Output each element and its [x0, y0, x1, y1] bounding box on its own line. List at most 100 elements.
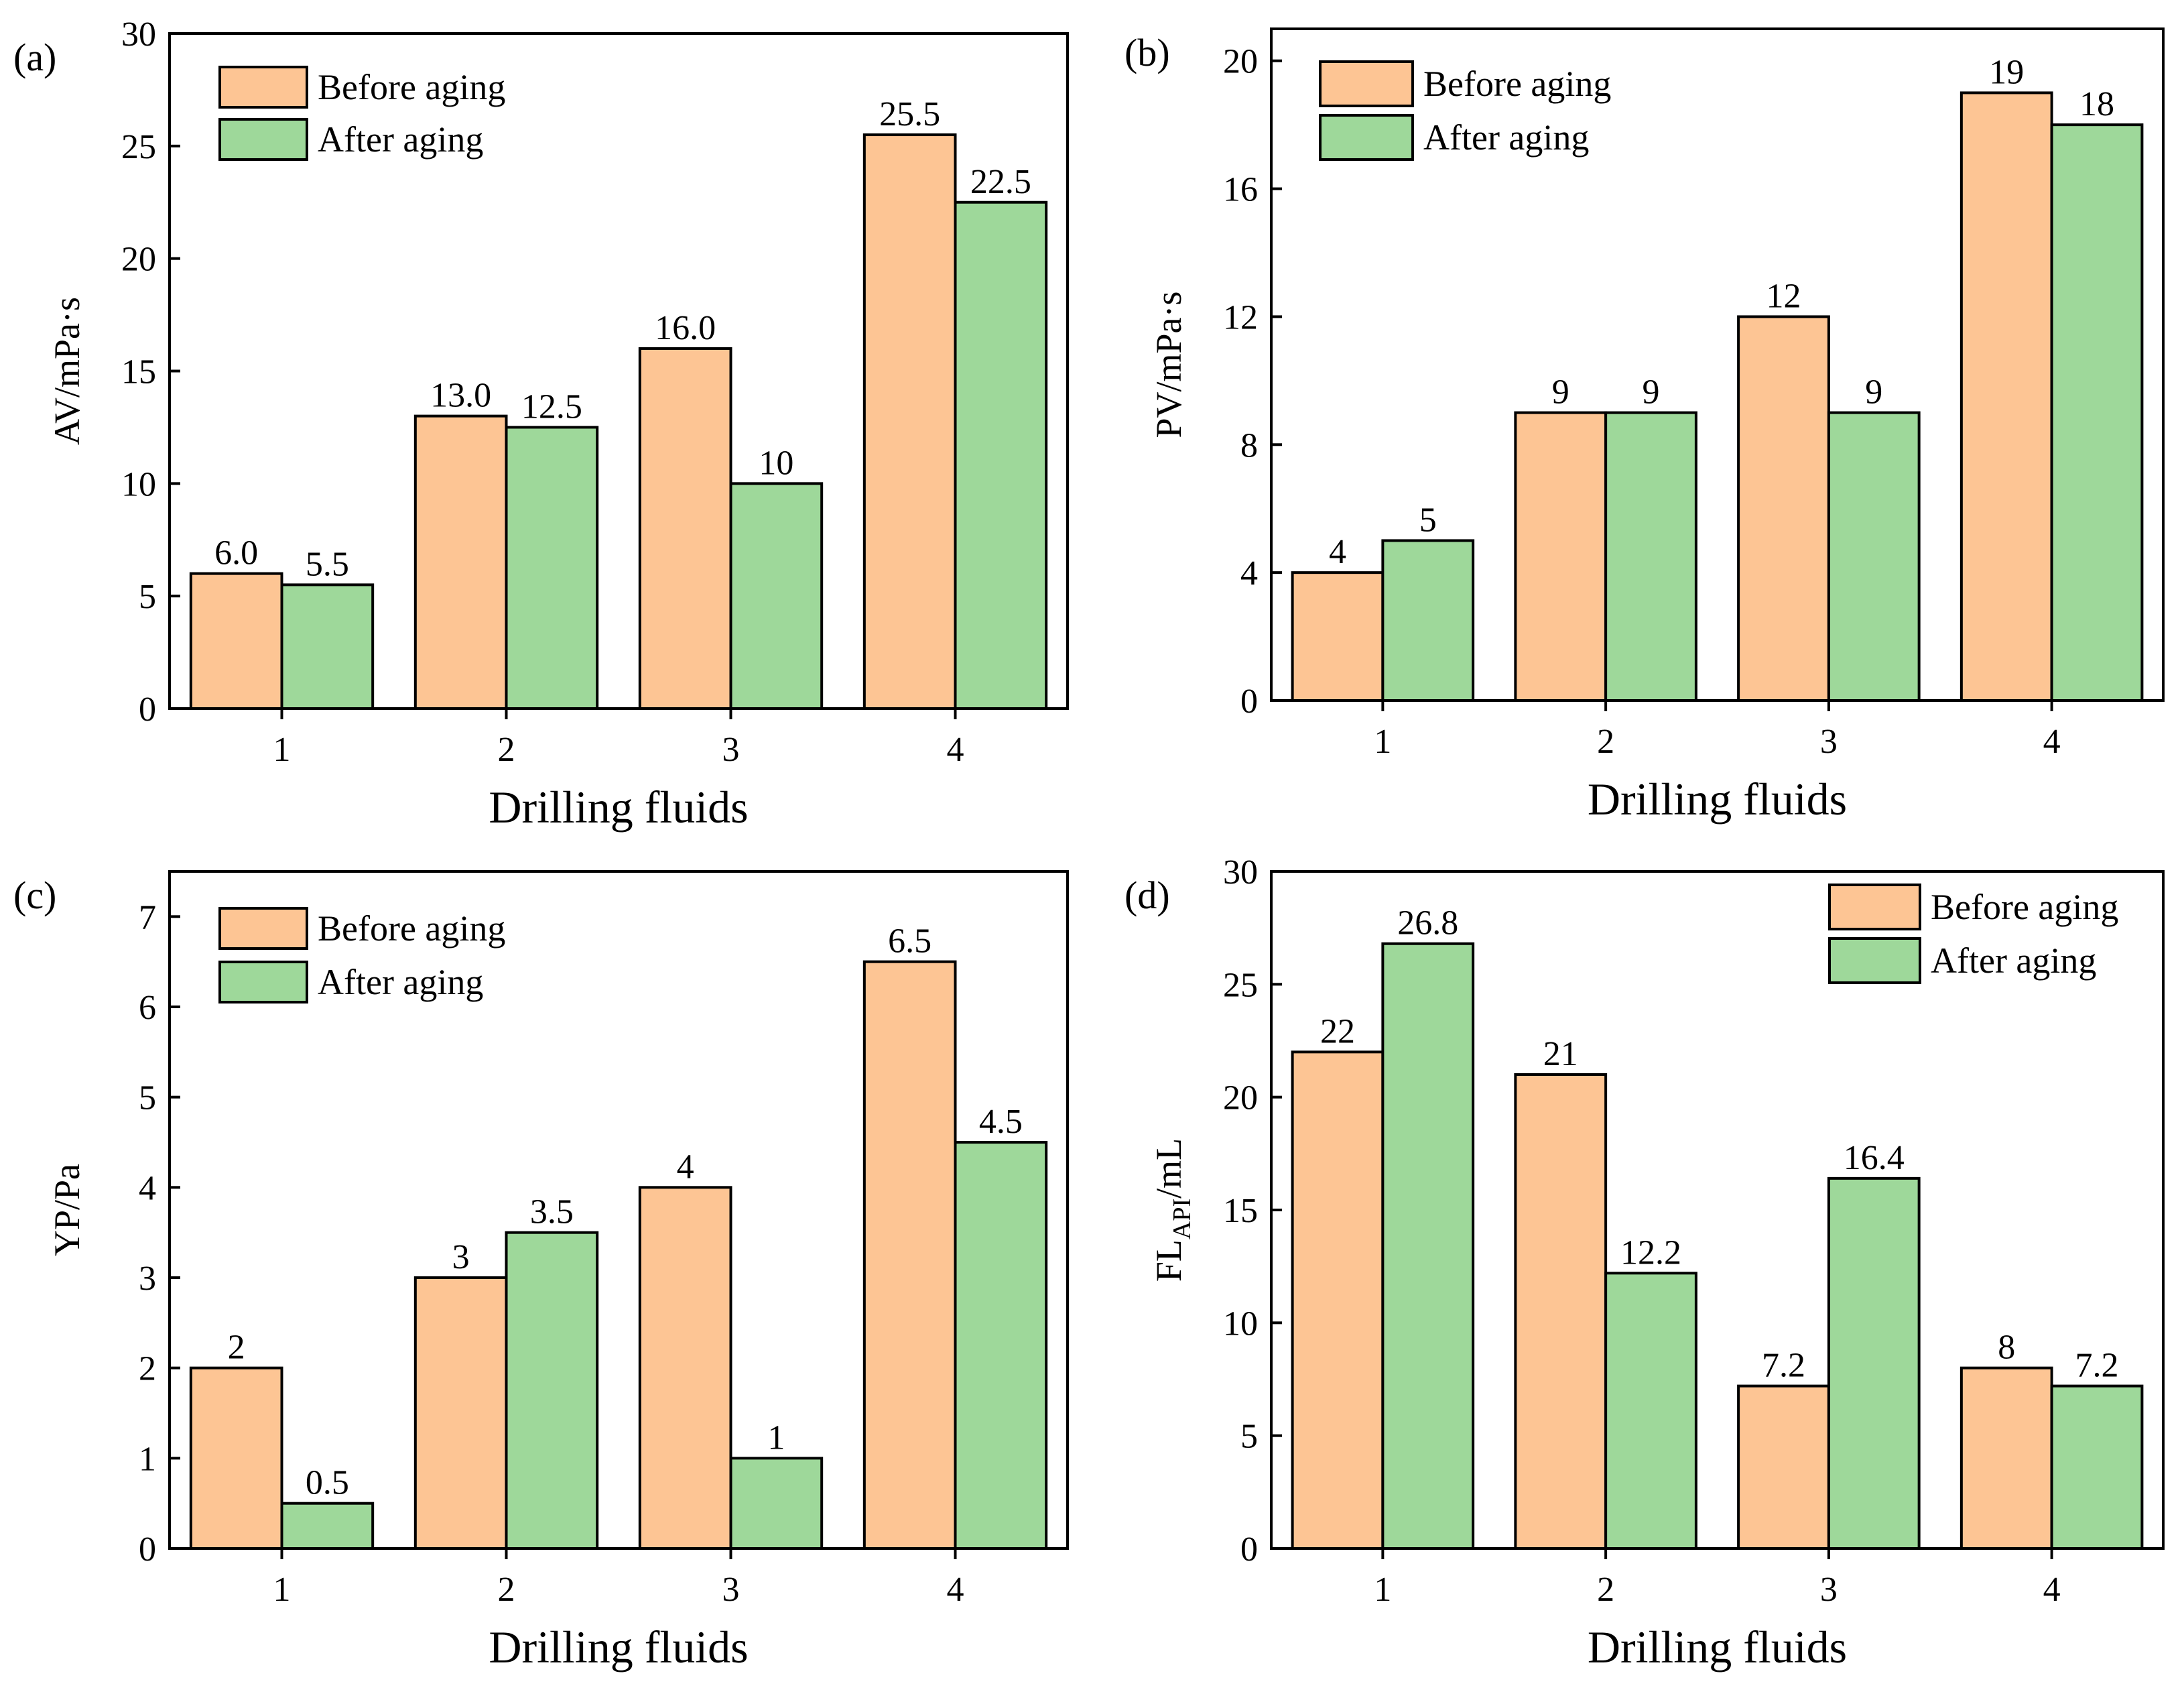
bar-before-aging-4: [862, 133, 957, 711]
bar-value-label: 0.5: [306, 1464, 349, 1502]
y-tick-label: 15: [1223, 1192, 1258, 1230]
bar-value-label: 1: [767, 1418, 785, 1457]
bar-after-aging-4: [954, 200, 1048, 710]
bar-after-aging-1: [280, 583, 375, 711]
bar-before-aging-3: [1737, 1384, 1830, 1550]
y-tick-label: 30: [121, 15, 156, 54]
bar-before-aging-4: [1960, 1366, 2053, 1550]
legend-label-after: After aging: [318, 119, 483, 160]
bar-after-aging-4: [2050, 123, 2144, 702]
bar-value-label: 4: [677, 1148, 694, 1186]
legend-swatch-before: [1828, 884, 1921, 930]
y-tick-label: 0: [139, 1530, 156, 1569]
bar-value-label: 6.0: [214, 534, 258, 572]
x-axis-title: Drilling fluids: [1588, 774, 1847, 825]
x-tick-label: 2: [1597, 723, 1614, 761]
y-tick-label: 10: [1223, 1304, 1258, 1343]
y-axis-title: FLAPI/mL: [1149, 1138, 1196, 1282]
panel-label: (b): [1125, 31, 1170, 74]
bar-value-label: 5.5: [306, 545, 349, 583]
y-tick-label: 0: [139, 690, 156, 729]
bar-value-label: 7.2: [2075, 1347, 2119, 1385]
bar-after-aging-3: [729, 482, 824, 710]
x-tick-label: 2: [498, 1571, 515, 1609]
bar-value-label: 16.4: [1844, 1139, 1905, 1177]
bar-before-aging-3: [638, 347, 732, 710]
legend-label-after: After aging: [318, 962, 483, 1002]
legend-label-before: Before aging: [318, 908, 505, 949]
y-tick-label: 30: [1223, 853, 1258, 892]
chart-panel-4: 22 21 7.2 8 26.8 12.2 16.4 7.2 0 5 10 15 20 25 30 1 2 3 4 D…: [1125, 853, 2165, 1672]
legend-swatch-after: [218, 118, 308, 161]
bar-value-label: 12.5: [521, 387, 582, 426]
chart-panel-1: 6.0 13.0 16.0 25.5 5.5 12.5 10 22.5 0 5 10 15 20 25 30…: [13, 15, 1069, 833]
legend: Before aging After aging: [218, 66, 505, 161]
y-tick-label: 12: [1223, 298, 1258, 337]
bar-before-aging-2: [413, 1276, 508, 1550]
panel-label: (d): [1125, 873, 1170, 917]
x-tick-label: 3: [722, 731, 740, 769]
bar-before-aging-4: [862, 960, 957, 1550]
bar-after-aging-1: [280, 1502, 375, 1550]
y-tick-label: 5: [1240, 1418, 1258, 1456]
y-tick-label: 16: [1223, 171, 1258, 209]
bar-before-aging-1: [189, 1366, 283, 1550]
y-tick-label: 4: [139, 1169, 156, 1207]
bar-value-label: 19: [1989, 53, 2024, 91]
bar-value-label: 7.2: [1762, 1347, 1805, 1385]
y-tick-label: 20: [1223, 43, 1258, 81]
y-tick-label: 0: [1240, 682, 1258, 721]
bar-value-label: 4: [1329, 533, 1346, 571]
bar-before-aging-3: [638, 1186, 732, 1550]
bar-value-label: 25.5: [879, 95, 940, 133]
y-tick-label: 4: [1240, 554, 1258, 593]
y-tick-label: 15: [121, 353, 156, 391]
x-tick-label: 2: [1597, 1571, 1614, 1609]
bar-value-label: 18: [2079, 85, 2114, 123]
y-axis-title: YP/Pa: [47, 1164, 87, 1256]
bar-before-aging-1: [189, 572, 283, 710]
legend: Before aging After aging: [218, 907, 505, 1003]
chart-panel-3: 2 3 4 6.5 0.5 3.5 1 4.5 0 1 2 3 4 5 6 7 1 2 3 4 Drilling flu…: [13, 870, 1069, 1672]
y-tick-label: 20: [121, 241, 156, 279]
bar-before-aging-4: [1960, 91, 2053, 702]
bar-before-aging-3: [1737, 315, 1830, 702]
bar-value-label: 5: [1419, 501, 1437, 539]
x-tick-label: 1: [1374, 723, 1391, 761]
y-tick-label: 25: [121, 128, 156, 166]
x-tick-label: 1: [1374, 1571, 1391, 1609]
y-tick-label: 7: [139, 898, 156, 936]
x-tick-label: 3: [722, 1571, 740, 1609]
x-tick-label: 3: [1820, 723, 1838, 761]
y-tick-label: 0: [1240, 1530, 1258, 1569]
y-axis-title-main: AV/mPa·s: [47, 297, 87, 445]
x-tick-label: 1: [273, 731, 291, 769]
bar-before-aging-2: [1514, 1073, 1608, 1550]
plot-frame: [1270, 27, 2165, 702]
legend-label-before: Before aging: [1931, 887, 2118, 927]
bar-value-label: 12.2: [1620, 1233, 1681, 1272]
bar-after-aging-2: [505, 426, 599, 711]
bar-after-aging-1: [1381, 539, 1475, 703]
x-tick-label: 4: [2043, 723, 2061, 761]
bar-value-label: 22: [1320, 1012, 1355, 1050]
legend-label-after: After aging: [1931, 940, 2096, 981]
bar-value-label: 9: [1552, 373, 1569, 412]
bar-value-label: 2: [228, 1329, 245, 1367]
bar-value-label: 26.8: [1397, 904, 1458, 942]
bar-before-aging-2: [1514, 411, 1608, 702]
bar-value-label: 12: [1766, 277, 1801, 315]
bar-value-label: 4.5: [979, 1103, 1023, 1141]
bar-value-label: 9: [1865, 373, 1882, 412]
y-tick-label: 10: [121, 465, 156, 503]
bar-after-aging-3: [1827, 411, 1921, 702]
y-axis-title: PV/mPa·s: [1149, 291, 1189, 438]
legend-swatch-after: [1319, 114, 1414, 161]
bar-value-label: 3: [452, 1238, 470, 1276]
y-axis-title-main: YP/Pa: [47, 1164, 87, 1256]
y-tick-label: 1: [139, 1440, 156, 1478]
x-axis-title: Drilling fluids: [1588, 1622, 1847, 1672]
bar-value-label: 3.5: [530, 1193, 574, 1231]
bar-before-aging-1: [1291, 1050, 1385, 1550]
